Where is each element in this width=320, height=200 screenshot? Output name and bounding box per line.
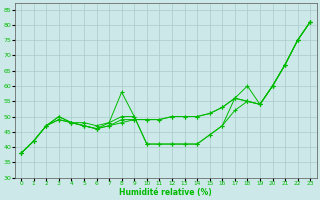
X-axis label: Humidité relative (%): Humidité relative (%) — [119, 188, 212, 197]
